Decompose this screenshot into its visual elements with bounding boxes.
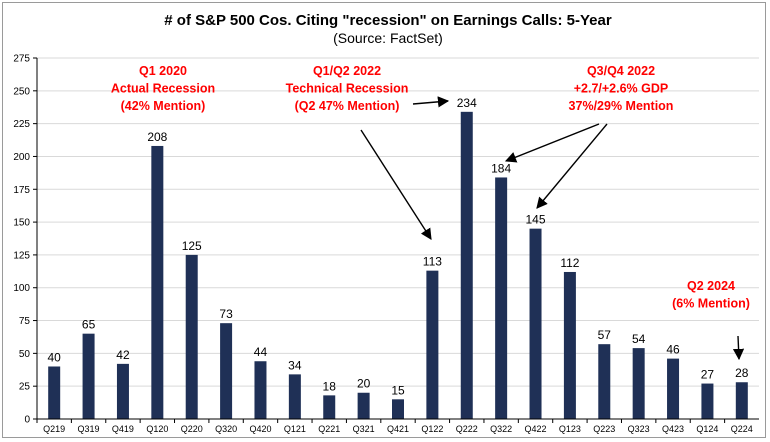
bar	[735, 382, 748, 419]
y-tick-label: 200	[13, 152, 30, 163]
y-tick-label: 150	[13, 218, 30, 229]
x-tick-label: Q223	[593, 424, 615, 434]
data-label: 112	[560, 256, 579, 270]
bar	[598, 344, 611, 419]
bar	[701, 383, 714, 419]
bar	[632, 348, 645, 419]
annotation-line: Q1/Q2 2022	[313, 64, 381, 78]
x-tick-label: Q121	[284, 424, 306, 434]
annotation-line: Q1 2020	[139, 64, 187, 78]
data-label: 54	[632, 332, 646, 346]
y-tick-label: 0	[24, 415, 30, 426]
x-tick-label: Q124	[696, 424, 718, 434]
chart-frame: # of S&P 500 Cos. Citing "recession" on …	[2, 2, 766, 438]
annotation-line: Q3/Q4 2022	[587, 64, 655, 78]
data-label: 184	[491, 161, 511, 175]
x-tick-label: Q222	[456, 424, 478, 434]
data-label: 234	[457, 96, 477, 110]
bar	[82, 333, 95, 419]
data-label: 20	[357, 377, 371, 391]
annotation-arrow	[504, 123, 600, 163]
x-tick-label: Q322	[490, 424, 512, 434]
annotation-line: Q2 2024	[687, 279, 735, 293]
bar	[288, 374, 301, 419]
data-label: 208	[147, 130, 167, 144]
bar	[185, 254, 198, 419]
x-tick-label: Q319	[78, 424, 100, 434]
bar	[220, 323, 233, 419]
x-tick-label: Q123	[559, 424, 581, 434]
annotation-arrow	[360, 129, 432, 240]
data-label: 113	[423, 255, 442, 269]
data-label: 65	[82, 318, 96, 332]
annotation-arrow	[412, 96, 450, 108]
bar	[563, 271, 576, 419]
bar	[426, 270, 439, 419]
data-label: 40	[48, 350, 62, 364]
chart-title: # of S&P 500 Cos. Citing "recession" on …	[164, 12, 612, 29]
y-tick-label: 50	[19, 349, 31, 360]
annotation: Q3/Q4 2022 +2.7/+2.6% GDP 37%/29% Mention	[569, 64, 674, 113]
y-tick-label: 125	[13, 250, 30, 261]
data-label: 18	[323, 379, 337, 393]
data-label: 15	[391, 383, 405, 397]
x-tick-label: Q422	[525, 424, 547, 434]
data-label: 44	[254, 345, 268, 359]
y-tick-label: 175	[13, 185, 30, 196]
x-tick-label: Q120	[146, 424, 168, 434]
x-tick-label: Q122	[421, 424, 443, 434]
x-tick-label: Q224	[731, 424, 753, 434]
x-tick-label: Q219	[43, 424, 65, 434]
chart-svg: # of S&P 500 Cos. Citing "recession" on …	[13, 12, 759, 434]
annotation-line: Technical Recession	[286, 82, 409, 96]
annotation-arrow	[536, 123, 608, 209]
bar	[357, 392, 370, 419]
data-label: 57	[598, 328, 612, 342]
chart-subtitle: (Source: FactSet)	[333, 30, 443, 46]
data-label: 145	[526, 213, 546, 227]
bar	[460, 111, 473, 420]
annotation-line: (42% Mention)	[121, 99, 206, 113]
x-tick-label: Q321	[353, 424, 375, 434]
x-tick-label: Q423	[662, 424, 684, 434]
y-tick-label: 225	[13, 119, 30, 130]
y-tick-label: 75	[19, 316, 31, 327]
x-tick-label: Q323	[628, 424, 650, 434]
x-tick-label: Q221	[318, 424, 340, 434]
x-tick-label: Q320	[215, 424, 237, 434]
annotation: Q1 2020 Actual Recession (42% Mention)	[111, 64, 215, 113]
y-tick-label: 275	[13, 54, 30, 65]
annotation-line: 37%/29% Mention	[569, 99, 674, 113]
bar	[529, 228, 542, 419]
data-label: 28	[735, 366, 749, 380]
bar	[116, 363, 129, 419]
x-tick-label: Q421	[387, 424, 409, 434]
annotation-line: +2.7/+2.6% GDP	[574, 82, 669, 96]
bar	[151, 145, 164, 419]
data-label: 34	[288, 358, 302, 372]
data-label: 73	[219, 307, 233, 321]
x-tick-label: Q220	[181, 424, 203, 434]
annotation-line: (6% Mention)	[672, 297, 750, 311]
x-tick-label: Q420	[249, 424, 271, 434]
bar	[495, 177, 508, 419]
data-label: 125	[182, 239, 202, 253]
y-tick-label: 25	[19, 382, 31, 393]
annotation-arrow	[732, 335, 745, 361]
bar	[392, 399, 404, 419]
annotation-line: Actual Recession	[111, 82, 215, 96]
annotation: Q1/Q2 2022 Technical Recession (Q2 47% Men…	[286, 64, 409, 113]
y-tick-label: 250	[13, 86, 30, 97]
bar	[254, 361, 267, 419]
annotation-line: (Q2 47% Mention)	[295, 99, 400, 113]
data-label: 27	[701, 368, 715, 382]
bar	[323, 395, 336, 419]
data-label: 42	[116, 348, 130, 362]
bar	[667, 358, 680, 419]
annotation: Q2 2024 (6% Mention)	[672, 279, 750, 311]
x-tick-label: Q419	[112, 424, 134, 434]
y-tick-label: 100	[13, 283, 30, 294]
data-label: 46	[666, 343, 680, 357]
bar	[48, 366, 61, 419]
